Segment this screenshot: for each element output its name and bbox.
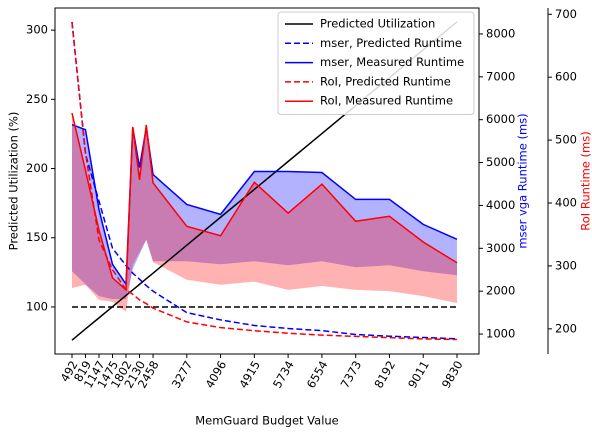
plot-frame — [54, 7, 480, 355]
series-line — [71, 123, 458, 287]
y2-axis-label: mser vga Runtime (ms) — [516, 113, 530, 248]
y3-axis-label: RoI Runtime (ms) — [579, 131, 592, 230]
x-tick-label: 8192 — [371, 358, 398, 390]
x-axis-label: MemGuard Budget Value — [195, 414, 339, 428]
y2-tick-label: 5000 — [486, 155, 515, 169]
y3-tick-label: 300 — [555, 258, 577, 272]
x-tick-label: 7373 — [338, 358, 365, 390]
y3-tick-label: 400 — [555, 196, 577, 210]
x-tick-label: 3277 — [169, 358, 196, 390]
y-axis-label: Predicted Utilization (%) — [7, 112, 21, 251]
y2-tick-label: 2000 — [486, 284, 515, 298]
y2-tick-label: 3000 — [486, 241, 515, 255]
series-line — [71, 112, 458, 292]
y2-tick-label: 7000 — [486, 69, 515, 83]
legend-label: RoI, Measured Runtime — [320, 94, 453, 108]
x-tick-label: 4915 — [236, 358, 263, 390]
legend-label: mser, Predicted Runtime — [320, 36, 462, 50]
x-tick-label: 9830 — [439, 358, 466, 390]
x-tick-label: 5734 — [270, 358, 297, 390]
y2-tick-label: 4000 — [486, 198, 515, 212]
y3-tick-label: 200 — [555, 321, 577, 335]
y3-tick-label: 700 — [555, 7, 577, 21]
fill-band — [71, 113, 457, 312]
legend-label: mser, Measured Runtime — [320, 55, 464, 69]
y2-tick-label: 6000 — [486, 112, 515, 126]
series-line — [71, 21, 458, 340]
y3-tick-label: 600 — [555, 70, 577, 84]
y-tick-label: 200 — [26, 161, 48, 175]
y-tick-label: 250 — [26, 92, 48, 106]
x-tick-label: 9011 — [405, 358, 432, 390]
y3-tick-label: 500 — [555, 133, 577, 147]
series-line — [71, 22, 457, 341]
y2-tick-label: 8000 — [486, 26, 515, 40]
legend-label: Predicted Utilization — [320, 17, 435, 31]
legend-label: RoI, Predicted Runtime — [320, 74, 451, 88]
y-tick-label: 300 — [26, 23, 48, 37]
y-tick-label: 100 — [26, 299, 48, 313]
x-tick-label: 4096 — [202, 358, 229, 390]
x-tick-label: 6554 — [304, 358, 331, 390]
fill-band — [71, 124, 457, 300]
legend-box — [277, 11, 475, 115]
y2-tick-label: 1000 — [486, 327, 515, 341]
y-tick-label: 150 — [26, 230, 48, 244]
